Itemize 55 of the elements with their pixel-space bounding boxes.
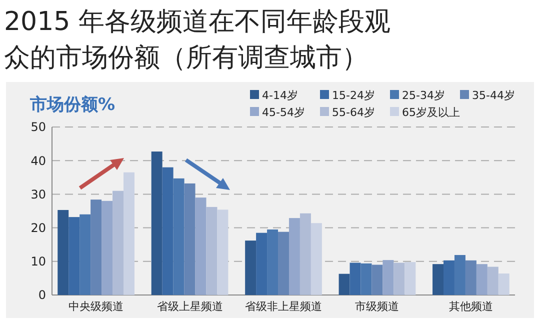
bar [80, 214, 91, 295]
bar [278, 232, 289, 295]
legend-label: 15-24岁 [332, 89, 375, 102]
bar [360, 263, 372, 295]
bar [394, 262, 405, 295]
y-tick-label: 10 [30, 254, 46, 269]
bar [184, 183, 196, 295]
bar [195, 198, 206, 295]
y-tick-label: 50 [30, 120, 46, 134]
x-tick-label: 市级频道 [355, 300, 400, 313]
bar [444, 260, 454, 295]
bar [465, 260, 476, 295]
bar [267, 229, 278, 295]
bar [68, 217, 80, 295]
bar [124, 172, 134, 295]
bar [90, 200, 102, 295]
bar [162, 167, 174, 295]
y-axis-title: 市场份额% [29, 95, 116, 115]
bar [372, 264, 383, 295]
legend-label: 45-54岁 [262, 106, 305, 119]
bar [217, 210, 228, 295]
bar [288, 218, 300, 295]
bar [498, 273, 510, 295]
chart-title: 2015 年各级频道在不同年龄段观众的市场份额（所有调查城市） [4, 7, 390, 73]
bar [58, 210, 69, 295]
x-tick-label: 省级上星频道 [156, 300, 223, 313]
legend-label: 35-44岁 [472, 89, 515, 102]
bar [173, 178, 184, 295]
y-tick-label: 40 [30, 154, 46, 168]
x-tick-label: 其他频道 [448, 300, 493, 313]
bar [338, 274, 350, 295]
bar [151, 152, 162, 295]
bar [476, 264, 488, 295]
legend-label: 65岁及以上 [402, 106, 460, 119]
legend-label: 4-14岁 [262, 89, 298, 102]
legend-label: 55-64岁 [332, 106, 375, 119]
x-tick-label: 省级非上星频道 [245, 300, 322, 313]
y-tick-label: 30 [30, 187, 46, 202]
bar [382, 260, 394, 295]
bar [256, 232, 268, 295]
bar [112, 190, 124, 295]
bar [432, 264, 444, 295]
bar [245, 240, 256, 295]
x-tick-label: 中央级频道 [68, 300, 124, 313]
y-tick-label: 20 [30, 221, 46, 235]
bar [487, 266, 498, 295]
bar [102, 200, 113, 295]
bar [206, 206, 218, 295]
y-tick-label: 0 [38, 288, 46, 302]
bar [310, 223, 322, 295]
bar [454, 255, 466, 295]
bar [350, 262, 361, 295]
bar [300, 213, 311, 295]
legend-label: 25-34岁 [402, 89, 445, 102]
bar [404, 262, 416, 295]
